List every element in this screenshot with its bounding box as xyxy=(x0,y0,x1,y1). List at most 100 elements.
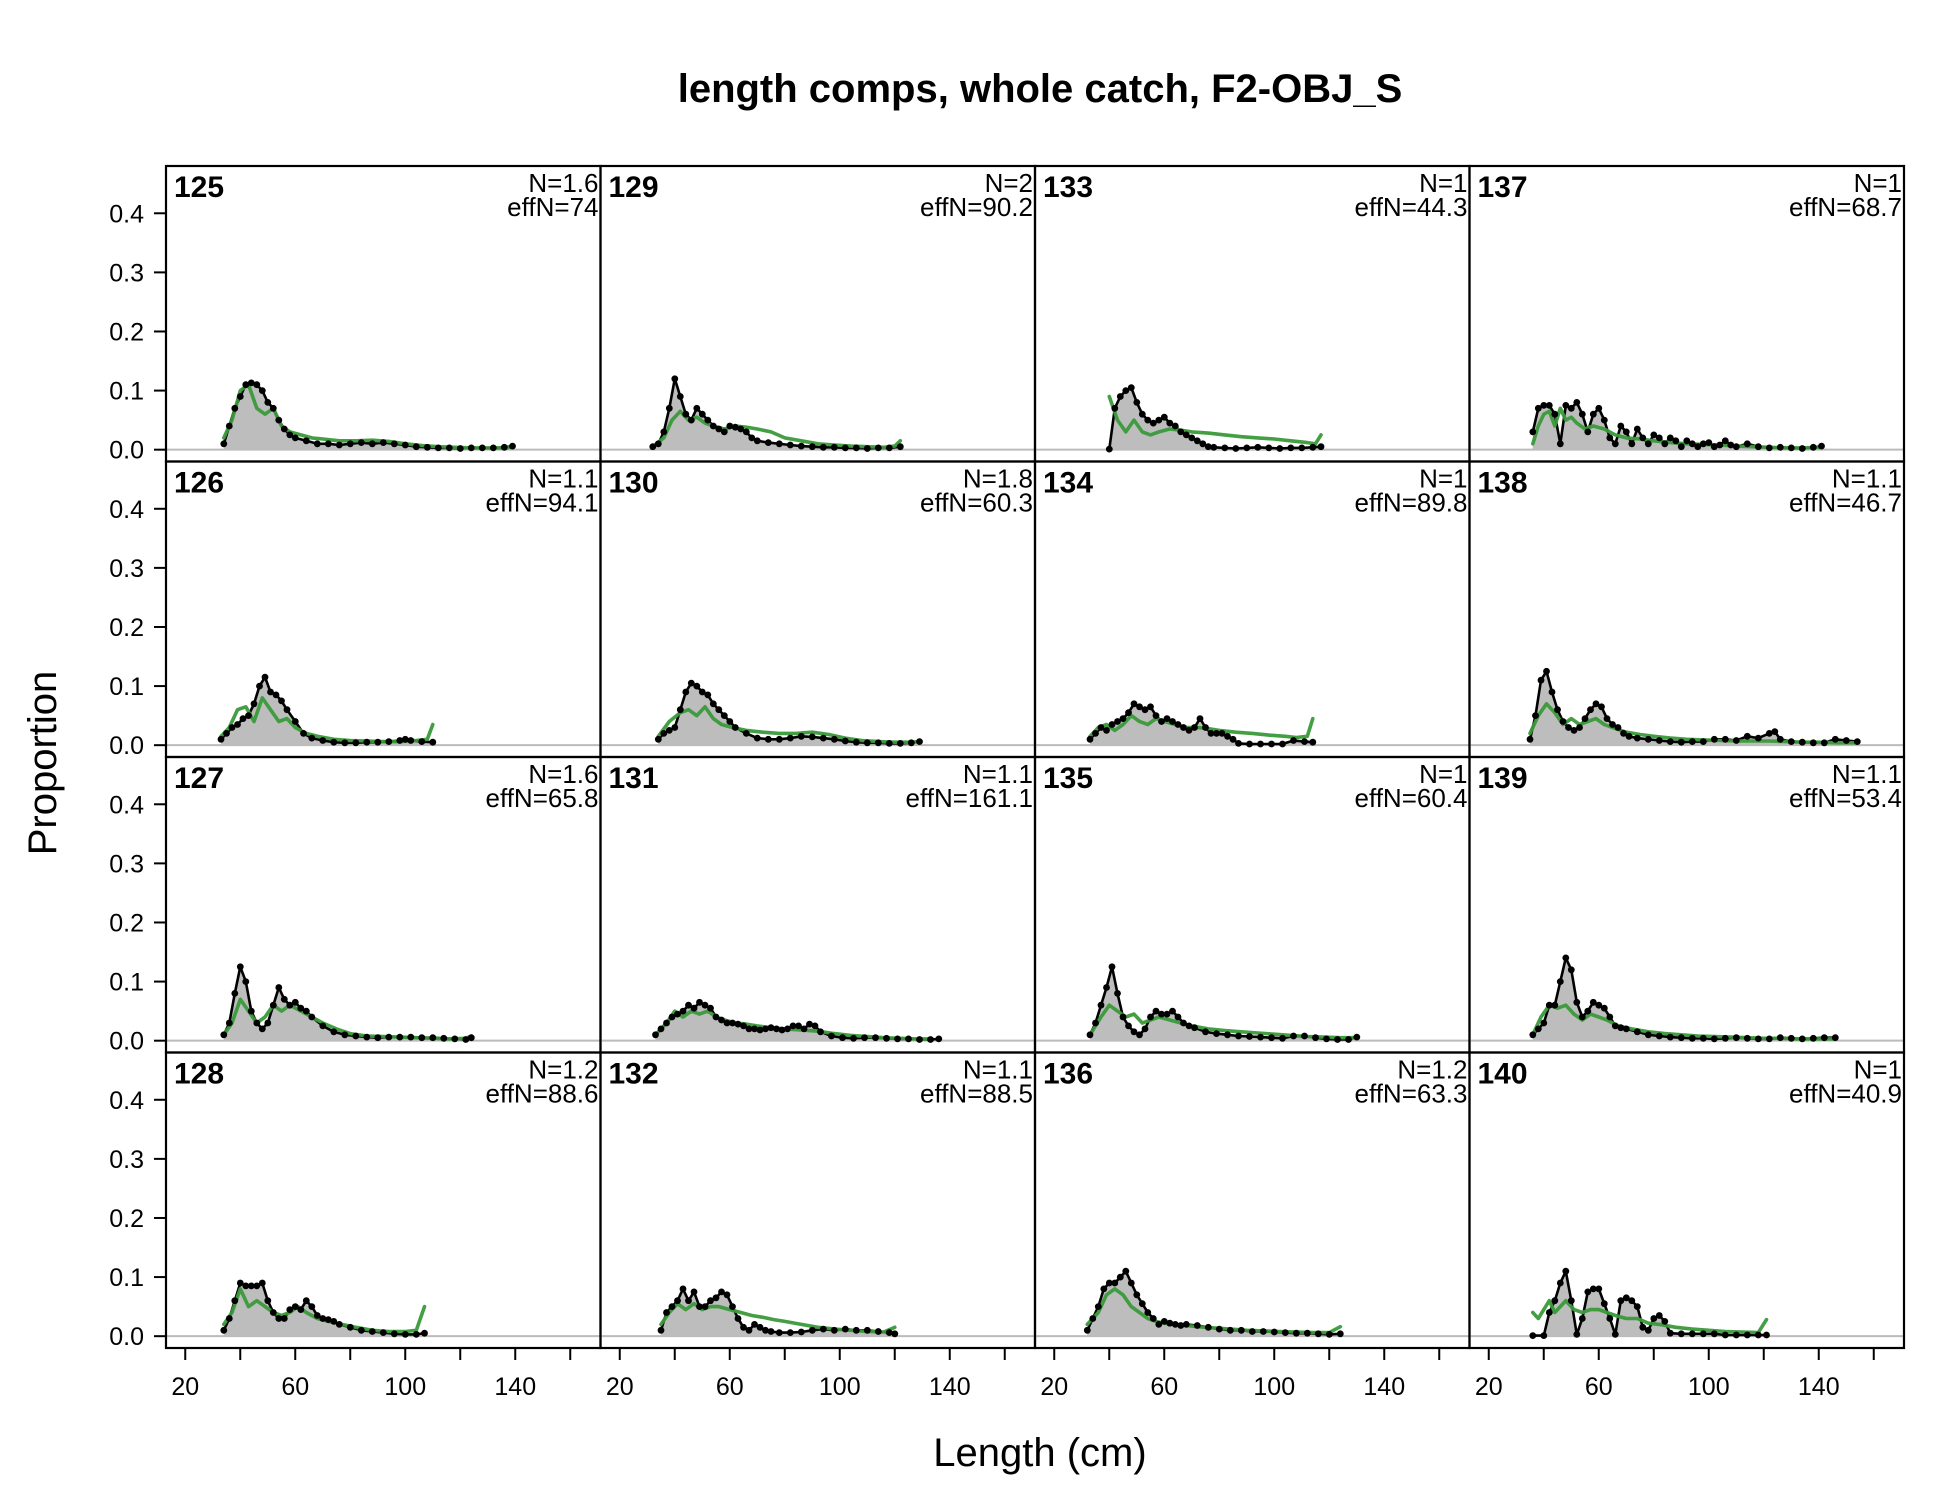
observed-point xyxy=(1573,399,1581,406)
observed-point xyxy=(786,1329,794,1336)
observed-point xyxy=(1133,399,1141,406)
observed-point xyxy=(1191,724,1198,731)
y-tick-label: 0.3 xyxy=(109,259,144,287)
observed-point xyxy=(1314,1330,1322,1338)
observed-point xyxy=(341,1031,349,1039)
observed-point xyxy=(280,425,288,433)
observed-point xyxy=(1727,441,1735,449)
observed-point xyxy=(1210,443,1218,451)
observed-point xyxy=(278,697,285,705)
observed-point xyxy=(445,444,453,452)
observed-area xyxy=(1532,1271,1767,1337)
panel-label: 140 xyxy=(1478,1058,1528,1091)
observed-point xyxy=(1204,443,1212,451)
observed-point xyxy=(1092,730,1099,737)
observed-point xyxy=(1182,431,1190,439)
observed-point xyxy=(1721,735,1729,743)
observed-point xyxy=(346,1323,354,1331)
observed-point xyxy=(1688,1330,1696,1338)
observed-point xyxy=(225,422,233,430)
observed-point xyxy=(1853,738,1861,745)
observed-point xyxy=(319,1315,327,1322)
observed-point xyxy=(1581,715,1589,722)
observed-point xyxy=(1556,440,1564,448)
observed-point xyxy=(709,422,717,430)
observed-point xyxy=(1562,402,1570,409)
observed-point xyxy=(1743,1331,1751,1339)
observed-point xyxy=(896,740,904,747)
panel-label: 132 xyxy=(609,1058,659,1091)
y-tick-label: 0.0 xyxy=(109,1028,144,1056)
panel-effn: effN=68.7 xyxy=(1789,192,1902,222)
observed-point xyxy=(418,1034,426,1042)
observed-point xyxy=(429,738,437,746)
observed-point xyxy=(841,444,849,452)
observed-point xyxy=(698,688,706,696)
observed-point xyxy=(1199,440,1207,448)
panel-effn: effN=88.5 xyxy=(920,1079,1033,1109)
observed-point xyxy=(663,1019,670,1027)
observed-point xyxy=(762,1025,769,1033)
panel-label: 127 xyxy=(174,762,224,795)
observed-point xyxy=(885,444,893,452)
observed-point xyxy=(302,1007,310,1015)
observed-point xyxy=(330,1318,338,1325)
observed-point xyxy=(819,443,827,451)
observed-point xyxy=(1100,1285,1108,1293)
observed-point xyxy=(1235,740,1242,747)
panel-label: 138 xyxy=(1478,467,1528,500)
observed-point xyxy=(308,734,316,742)
observed-point xyxy=(850,1034,857,1042)
observed-point xyxy=(1114,718,1121,725)
observed-point xyxy=(1559,718,1567,725)
observed-point xyxy=(1710,735,1718,743)
observed-point xyxy=(1111,404,1119,412)
observed-point xyxy=(352,739,360,747)
observed-point xyxy=(800,1025,808,1033)
observed-point xyxy=(247,1282,255,1290)
chart-title: length comps, whole catch, F2-OBJ_S xyxy=(678,67,1403,111)
observed-point xyxy=(1122,387,1130,394)
observed-point xyxy=(1097,724,1105,731)
observed-point xyxy=(896,443,904,451)
observed-point xyxy=(712,1013,720,1021)
observed-area xyxy=(1090,703,1313,746)
observed-point xyxy=(225,1019,233,1027)
observed-point xyxy=(1171,422,1179,430)
panel-effn: effN=65.8 xyxy=(485,783,598,813)
observed-point xyxy=(797,732,805,740)
observed-point xyxy=(1611,1331,1619,1338)
observed-point xyxy=(1105,1279,1113,1287)
observed-point xyxy=(1259,1328,1267,1335)
observed-point xyxy=(712,1294,720,1302)
observed-point xyxy=(1103,727,1110,734)
panel-effn: effN=46.7 xyxy=(1789,488,1902,518)
observed-point xyxy=(1771,728,1779,735)
observed-point xyxy=(1534,404,1542,412)
observed-point xyxy=(1644,1031,1652,1039)
expected-line xyxy=(1531,1298,1769,1335)
observed-point xyxy=(1765,730,1773,737)
observed-point xyxy=(401,1331,409,1338)
observed-point xyxy=(751,1321,758,1328)
observed-point xyxy=(1144,416,1152,424)
observed-point xyxy=(396,737,404,744)
observed-point xyxy=(1677,443,1685,451)
observed-point xyxy=(1094,1303,1102,1310)
observed-point xyxy=(1257,740,1264,748)
observed-point xyxy=(1152,1007,1160,1015)
observed-point xyxy=(674,1297,681,1305)
observed-point xyxy=(1683,437,1691,445)
observed-point xyxy=(786,734,794,742)
observed-point xyxy=(740,1323,747,1331)
observed-point xyxy=(1776,735,1784,743)
observed-point xyxy=(907,739,915,747)
observed-point xyxy=(1622,1294,1630,1302)
observed-point xyxy=(275,416,283,424)
observed-point xyxy=(1743,1034,1751,1042)
expected-line xyxy=(1107,394,1323,446)
observed-point xyxy=(1529,428,1537,436)
observed-point xyxy=(247,1007,255,1015)
